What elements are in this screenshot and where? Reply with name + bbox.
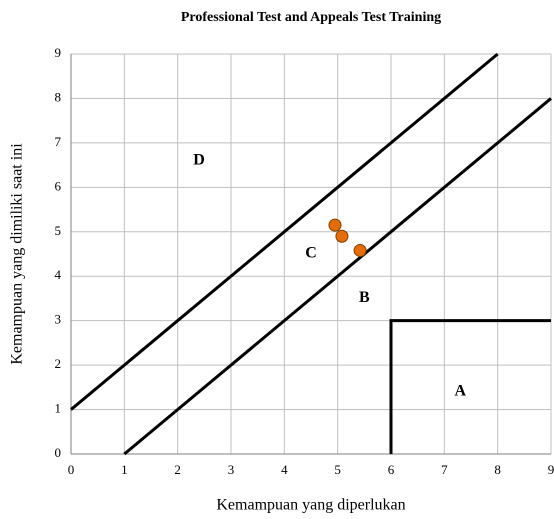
point bbox=[353, 243, 367, 257]
y-tick-label: 9 bbox=[55, 45, 62, 60]
y-axis-title: Kemampuan yang dimiliki saat ini bbox=[9, 143, 26, 365]
x-tick-label: 5 bbox=[334, 462, 341, 477]
x-tick-label: 2 bbox=[174, 462, 181, 477]
y-tick-label: 4 bbox=[55, 267, 62, 282]
x-tick-label: 8 bbox=[494, 462, 501, 477]
y-tick-label: 5 bbox=[55, 223, 62, 238]
boundary-line bbox=[70, 52, 499, 411]
point bbox=[328, 218, 342, 232]
point bbox=[335, 229, 349, 243]
x-tick-label: 1 bbox=[121, 462, 128, 477]
y-tick-label: 8 bbox=[55, 89, 62, 104]
x-tick-label: 3 bbox=[228, 462, 235, 477]
y-tick-label: 1 bbox=[55, 401, 62, 416]
y-tick-label: 0 bbox=[55, 445, 62, 460]
x-tick-label: 0 bbox=[68, 462, 75, 477]
region-label: B bbox=[359, 289, 370, 306]
y-tick-label: 7 bbox=[55, 134, 62, 149]
x-tick-label: 4 bbox=[281, 462, 288, 477]
y-tick-label: 6 bbox=[55, 178, 62, 193]
chart-title: Professional Test and Appeals Test Train… bbox=[181, 10, 441, 25]
region-label: A bbox=[455, 382, 467, 399]
boundary-line bbox=[389, 319, 551, 454]
region-label: C bbox=[305, 245, 317, 262]
boundary-line bbox=[123, 97, 552, 456]
x-tick-label: 7 bbox=[441, 462, 448, 477]
y-tick-label: 2 bbox=[55, 356, 62, 371]
y-tick-label: 3 bbox=[55, 312, 62, 327]
region-label: D bbox=[193, 151, 205, 168]
x-axis-title: Kemampuan yang diperlukan bbox=[216, 497, 405, 514]
x-tick-label: 9 bbox=[548, 462, 554, 477]
x-tick-label: 6 bbox=[388, 462, 395, 477]
